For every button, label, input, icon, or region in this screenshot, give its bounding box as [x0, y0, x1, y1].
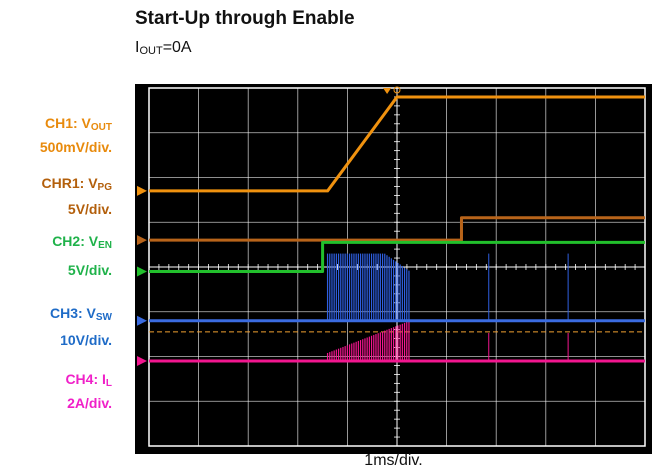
channel-marker-2: [137, 235, 147, 246]
channel-marker-5: [137, 355, 147, 366]
ch2-name-text: CH2: V: [52, 233, 99, 249]
chart-title: Start-Up through Enable: [135, 8, 355, 29]
chart-subtitle: IOUT=0A: [135, 39, 192, 57]
timebase-label: 1ms/div.: [364, 452, 423, 469]
ch2-name-sub: EN: [98, 240, 112, 251]
subtitle-tail: =0A: [162, 39, 192, 56]
subtitle-sub: OUT: [139, 45, 163, 57]
channel-marker-1: [137, 185, 147, 196]
trace-2: [149, 216, 645, 242]
ch3-name-sub: SW: [95, 312, 112, 323]
ch1-name-sub: OUT: [90, 122, 112, 133]
ch1-scale: 500mV/div.: [39, 139, 112, 155]
channel-marker-4: [137, 315, 147, 326]
ch4-scale: 2A/div.: [67, 395, 112, 411]
chr1-name-sub: PG: [97, 182, 112, 193]
ch2-name: CH2: VEN: [52, 230, 112, 257]
ch4-name: CH4: IL: [65, 368, 112, 395]
ch3-name: CH3: VSW: [50, 302, 112, 329]
ch1-name-text: CH1: V: [44, 115, 91, 131]
ch4-name-text: CH4: I: [65, 371, 106, 387]
trigger-position-marker: [393, 86, 401, 94]
chr1-scale: 5V/div.: [67, 201, 112, 217]
ch3-name-text: CH3: V: [49, 305, 96, 321]
ch1-name: CH1: VOUT: [45, 112, 112, 139]
channel-marker-3: [137, 266, 147, 277]
chr1-name: CHR1: VPG: [42, 172, 112, 199]
ch3-scale: 10V/div.: [60, 332, 112, 348]
ch4-name-sub: L: [105, 378, 112, 389]
trigger-marker: [383, 88, 392, 94]
chr1-name-text: CHR1: V: [41, 175, 98, 191]
trace-1: [149, 95, 645, 193]
trace-3: [149, 240, 645, 273]
ch2-scale: 5V/div.: [67, 262, 112, 278]
oscilloscope-screen: [135, 84, 652, 454]
scope-plot: [137, 86, 646, 447]
subtitle-main: I: [135, 39, 140, 56]
